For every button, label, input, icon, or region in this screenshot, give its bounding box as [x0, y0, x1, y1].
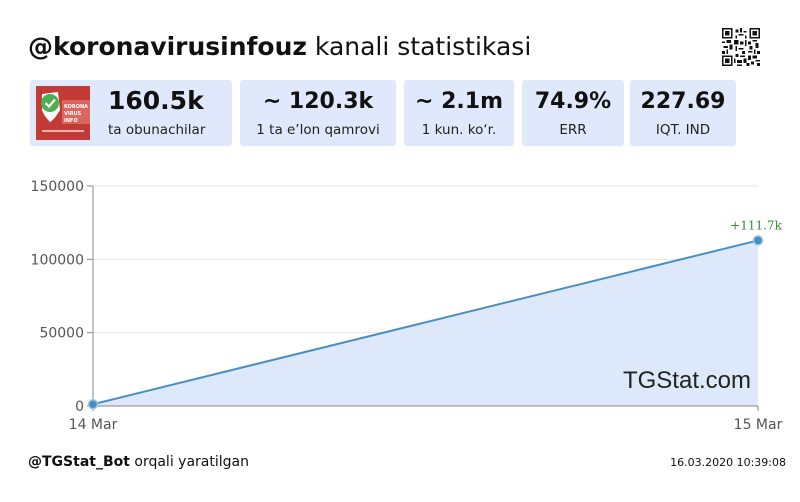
stat-card-daily-views: ~ 2.1m 1 kun. ko‘r.	[404, 80, 514, 146]
x-tick-label: 15 Mar	[734, 417, 783, 433]
stat-value: 227.69	[640, 89, 726, 114]
y-tick-label: 50000	[39, 326, 84, 342]
title-text: kanali statistikasi	[314, 32, 532, 61]
avatar-text-1: KORONA	[64, 104, 88, 110]
footer-timestamp: 16.03.2020 10:39:08	[670, 456, 786, 469]
stat-value: 74.9%	[534, 89, 612, 114]
page-title: @koronavirusinfouz kanali statistikasi	[28, 30, 531, 64]
subscribers-chart: TGStat.com 0 50000 100000 150000 14 Mar 15 Ma…	[31, 179, 783, 433]
qr-code-icon	[722, 28, 760, 66]
chart-watermark: TGStat.com	[623, 367, 751, 394]
x-tick-label: 14 Mar	[69, 417, 118, 433]
stat-card-err: 74.9% ERR	[522, 80, 624, 146]
chart-annotation: +111.7k	[730, 218, 782, 232]
stat-label: IQT. IND	[655, 122, 711, 138]
footer-credit: @TGStat_Bot orqali yaratilgan	[28, 452, 249, 472]
stat-value: 160.5k	[108, 86, 204, 115]
y-tick-label: 0	[75, 399, 84, 415]
chart-series-line	[92, 239, 759, 406]
stat-value: ~ 2.1m	[415, 89, 503, 114]
channel-avatar: KORONA VIRUS INFO	[36, 86, 90, 140]
stat-card-citation-index: 227.69 IQT. IND	[630, 80, 736, 146]
chart-axes: 0 50000 100000 150000 14 Mar 15 Mar	[31, 179, 783, 433]
stat-label: 1 kun. ko‘r.	[421, 122, 497, 138]
stat-label: ta obunachilar	[108, 122, 206, 138]
y-tick-label: 150000	[31, 179, 84, 195]
data-point	[752, 235, 764, 246]
avatar-text-2: VIRUS	[64, 111, 82, 117]
chart-points	[87, 235, 764, 410]
avatar-text-3: INFO	[64, 118, 78, 124]
channel-avatar-image: KORONA VIRUS INFO	[36, 86, 90, 140]
stat-value: ~ 120.3k	[262, 89, 374, 114]
stat-card-subscribers: KORONA VIRUS INFO 160.5k ta obunachilar	[30, 80, 232, 146]
data-point	[87, 398, 99, 410]
channel-handle: @koronavirusinfouz	[28, 32, 307, 61]
stats-row: KORONA VIRUS INFO 160.5k ta obunachilar …	[0, 0, 800, 150]
y-tick-label: 100000	[31, 252, 84, 268]
stat-card-reach: ~ 120.3k 1 ta e’lon qamrovi	[240, 80, 396, 146]
bot-handle: @TGStat_Bot	[28, 454, 130, 470]
stat-label: 1 ta e’lon qamrovi	[256, 122, 380, 138]
footer-text: orqali yaratilgan	[134, 454, 249, 470]
stat-label: ERR	[559, 122, 587, 138]
